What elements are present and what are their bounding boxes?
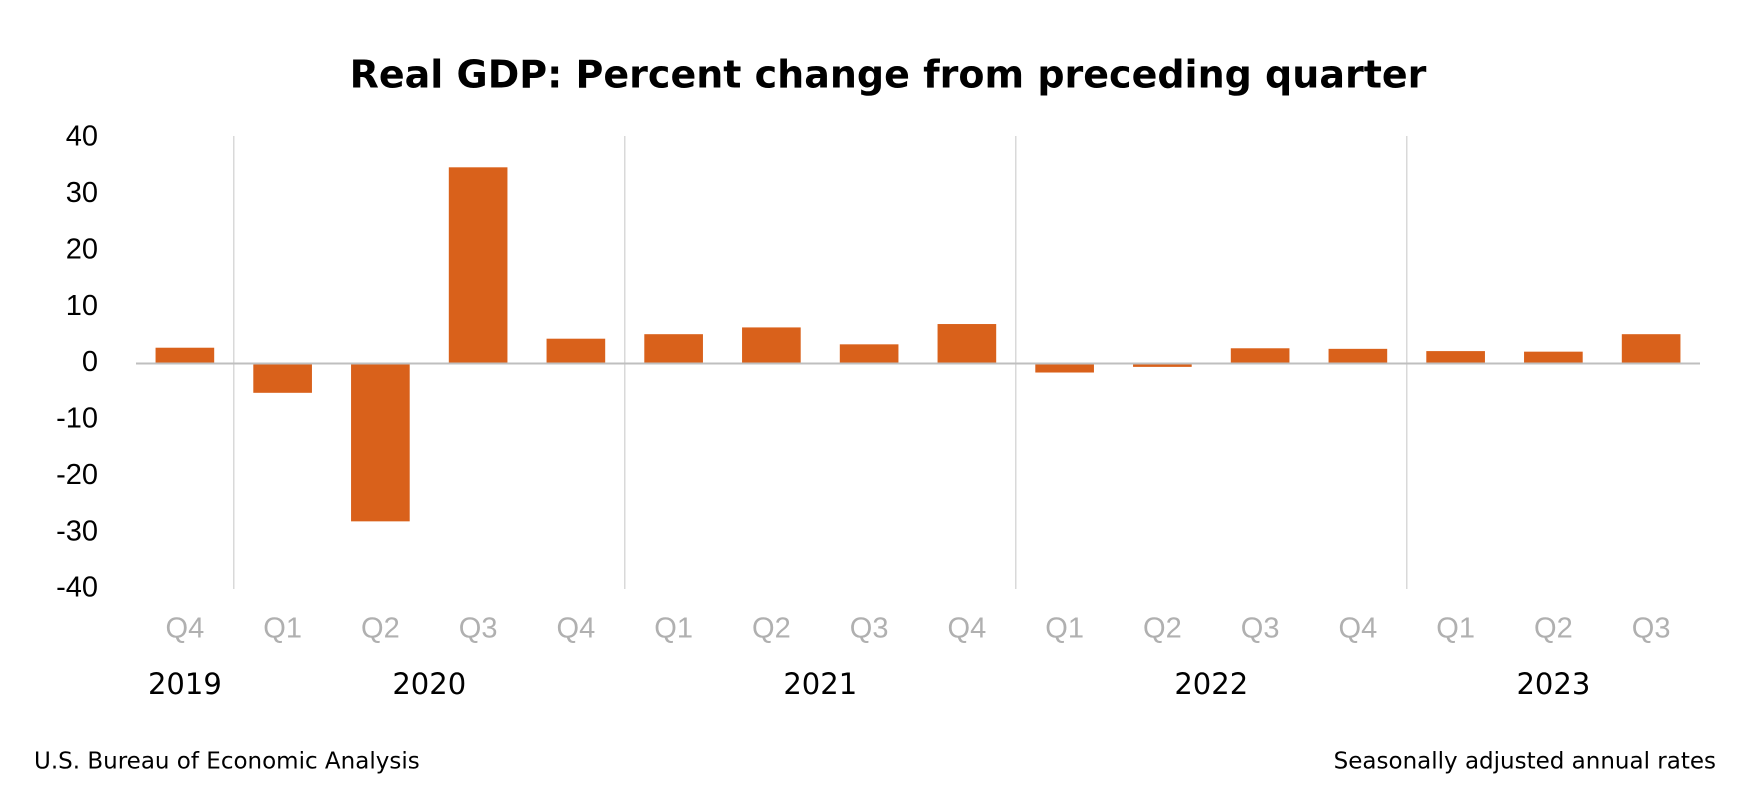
bar bbox=[1230, 348, 1290, 364]
bar bbox=[351, 363, 410, 522]
x-tick-label: Q3 bbox=[1632, 613, 1671, 645]
x-tick-label: Q3 bbox=[1241, 613, 1280, 645]
y-tick-label: -20 bbox=[56, 459, 98, 491]
year-label: 2019 bbox=[148, 667, 222, 701]
y-tick-label: -30 bbox=[56, 515, 98, 547]
y-tick-label: 10 bbox=[66, 290, 98, 322]
bar bbox=[448, 167, 508, 364]
year-label: 2021 bbox=[783, 667, 857, 701]
year-label: 2022 bbox=[1174, 667, 1248, 701]
bar bbox=[155, 347, 215, 364]
bar bbox=[1133, 363, 1192, 367]
bar bbox=[742, 327, 801, 364]
x-tick-label: Q1 bbox=[654, 613, 693, 645]
y-tick-label: -10 bbox=[56, 403, 98, 435]
x-tick-label: Q1 bbox=[1436, 613, 1475, 645]
bar bbox=[253, 363, 312, 393]
chart-title: Real GDP: Percent change from preceding … bbox=[350, 53, 1427, 97]
x-tick-label: Q3 bbox=[459, 613, 498, 645]
y-tick-label: 20 bbox=[66, 233, 98, 265]
y-tick-label: 0 bbox=[82, 346, 98, 378]
x-tick-label: Q4 bbox=[166, 613, 205, 645]
x-tick-label: Q3 bbox=[850, 613, 889, 645]
bar bbox=[1035, 363, 1094, 373]
bar bbox=[1524, 351, 1583, 364]
x-tick-label: Q4 bbox=[948, 613, 987, 645]
bar bbox=[839, 344, 899, 364]
note: Seasonally adjusted annual rates bbox=[1334, 749, 1716, 775]
x-tick-label: Q4 bbox=[557, 613, 596, 645]
year-label: 2020 bbox=[392, 667, 466, 701]
x-tick-label: Q1 bbox=[263, 613, 302, 645]
x-tick-label: Q4 bbox=[1339, 613, 1378, 645]
y-tick-label: 30 bbox=[66, 177, 98, 209]
x-tick-label: Q2 bbox=[361, 613, 400, 645]
bar bbox=[546, 338, 606, 364]
bar bbox=[1621, 334, 1681, 364]
y-tick-label: -40 bbox=[56, 572, 98, 604]
x-tick-label: Q2 bbox=[752, 613, 791, 645]
bar bbox=[644, 334, 703, 364]
x-tick-label: Q2 bbox=[1143, 613, 1182, 645]
source: U.S. Bureau of Economic Analysis bbox=[34, 749, 420, 775]
bar bbox=[1328, 348, 1388, 364]
bar bbox=[937, 324, 997, 364]
y-tick-label: 40 bbox=[66, 121, 98, 153]
year-label: 2023 bbox=[1516, 667, 1590, 701]
x-tick-label: Q1 bbox=[1045, 613, 1084, 645]
x-tick-label: Q2 bbox=[1534, 613, 1573, 645]
bar bbox=[1426, 351, 1485, 364]
